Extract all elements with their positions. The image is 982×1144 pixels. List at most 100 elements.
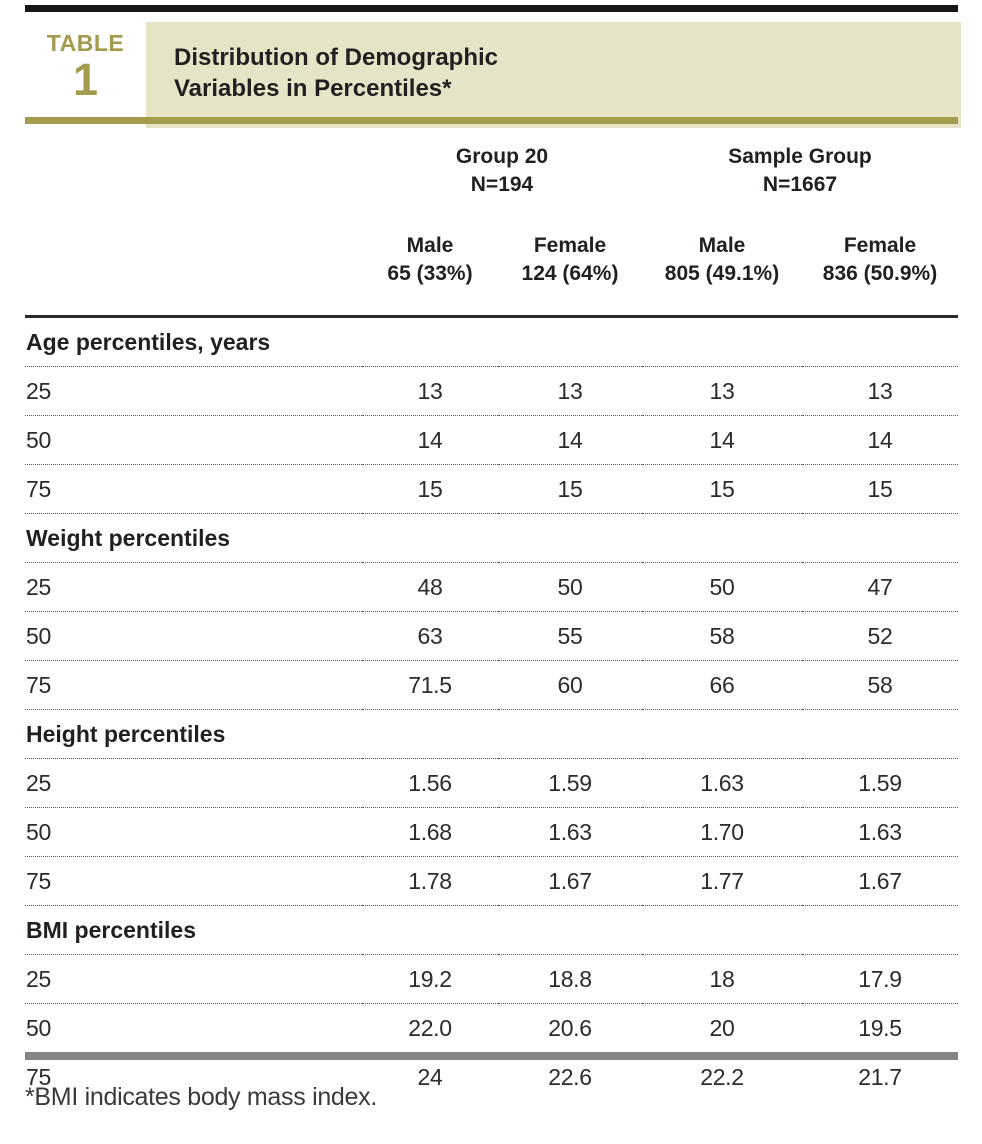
col-count: 805 (49.1%) xyxy=(664,262,780,285)
col-sex: Male xyxy=(698,234,746,257)
cell-value: 47 xyxy=(802,562,958,612)
table-title-line-2: Variables in Percentiles* xyxy=(174,75,452,102)
table-row: 25 1.56 1.59 1.63 1.59 xyxy=(25,758,958,808)
table-row: 75 1.78 1.67 1.77 1.67 xyxy=(25,856,958,906)
col-header-male-sample: Male 805 (49.1%) xyxy=(642,222,802,318)
top-rule xyxy=(25,5,958,12)
cell-value: 20.6 xyxy=(498,1003,642,1053)
cell-value: 13 xyxy=(362,366,498,416)
row-label: 50 xyxy=(25,807,362,857)
table-badge-number: 1 xyxy=(72,54,99,105)
cell-value: 15 xyxy=(362,464,498,514)
table-head: Group 20 N=194 Sample Group N=1667 Male … xyxy=(25,135,958,318)
row-label: 75 xyxy=(26,1063,51,1090)
table-row: 50 22.0 20.6 20 19.5 xyxy=(25,1003,958,1053)
col-count: 124 (64%) xyxy=(521,262,619,285)
cell-value: 14 xyxy=(642,415,802,465)
table-row: 50 63 55 58 52 xyxy=(25,611,958,661)
section-header: Height percentiles xyxy=(25,709,958,759)
cell-value: 1.78 xyxy=(362,856,498,906)
cell-value: 19.5 xyxy=(802,1003,958,1053)
cell-value: 21.7 xyxy=(858,1063,902,1090)
table-title-line-1: Distribution of Demographic xyxy=(174,44,498,71)
table-title-box: Distribution of Demographic Variables in… xyxy=(146,22,961,128)
col-header-female-group20: Female 124 (64%) xyxy=(498,222,642,318)
cell-value: 66 xyxy=(642,660,802,710)
table-body: Age percentiles, years 25 13 13 13 13 50… xyxy=(25,316,958,1102)
cell-value: 15 xyxy=(498,464,642,514)
cell-value: 15 xyxy=(802,464,958,514)
group-n: N=1667 xyxy=(762,173,838,196)
cell-value: 24 xyxy=(417,1063,443,1090)
group-title: Group 20 xyxy=(455,145,549,168)
table-row: 50 1.68 1.63 1.70 1.63 xyxy=(25,807,958,857)
cell-value: 13 xyxy=(802,366,958,416)
col-sex: Female xyxy=(533,234,607,257)
section-header: Age percentiles, years xyxy=(25,316,958,367)
cell-value: 1.56 xyxy=(362,758,498,808)
cell-value: 22.2 xyxy=(700,1063,744,1090)
cell-value: 1.59 xyxy=(802,758,958,808)
group-n: N=194 xyxy=(470,173,534,196)
demographics-table: Group 20 N=194 Sample Group N=1667 Male … xyxy=(25,135,958,1101)
cell-value: 50 xyxy=(642,562,802,612)
row-label: 75 xyxy=(25,660,362,710)
table-footnote: *BMI indicates body mass index. xyxy=(25,1083,377,1111)
cell-value: 22.6 xyxy=(548,1063,592,1090)
cell-value: 50 xyxy=(498,562,642,612)
group-header-group20: Group 20 N=194 xyxy=(362,135,642,222)
section-header-row-height: Height percentiles xyxy=(25,709,958,759)
cell-value: 1.63 xyxy=(802,807,958,857)
table-row: 25 48 50 50 47 xyxy=(25,562,958,612)
group-header-sample-group: Sample Group N=1667 xyxy=(642,135,958,222)
table-row: 50 14 14 14 14 xyxy=(25,415,958,465)
section-header-row-age: Age percentiles, years xyxy=(25,316,958,367)
cell-value: 48 xyxy=(362,562,498,612)
cell-value: 1.63 xyxy=(642,758,802,808)
table-row: 75 15 15 15 15 xyxy=(25,464,958,514)
section-header: Weight percentiles xyxy=(25,513,958,563)
cell-value: 17.9 xyxy=(802,954,958,1004)
section-header: BMI percentiles xyxy=(25,905,958,955)
table-row: 75 24 22.6 22.2 21.7 xyxy=(25,1053,958,1102)
row-label: 75 xyxy=(25,856,362,906)
row-label: 25 xyxy=(25,954,362,1004)
cell-value: 19.2 xyxy=(362,954,498,1004)
column-header-row: Male 65 (33%) Female 124 (64%) Male 805 … xyxy=(25,222,958,318)
cell-value: 1.67 xyxy=(802,856,958,906)
cell-value: 60 xyxy=(498,660,642,710)
cell-value: 1.59 xyxy=(498,758,642,808)
cell-value: 63 xyxy=(362,611,498,661)
table-row: 75 71.5 60 66 58 xyxy=(25,660,958,710)
table-badge-label: TABLE xyxy=(46,30,125,56)
row-label: 75 xyxy=(25,464,362,514)
cell-value: 1.68 xyxy=(362,807,498,857)
cell-value: 13 xyxy=(642,366,802,416)
group-header-row: Group 20 N=194 Sample Group N=1667 xyxy=(25,135,958,222)
cell-value: 1.77 xyxy=(642,856,802,906)
cell-value: 58 xyxy=(802,660,958,710)
row-label: 50 xyxy=(25,415,362,465)
cell-value: 1.67 xyxy=(498,856,642,906)
cell-value: 14 xyxy=(362,415,498,465)
row-label: 25 xyxy=(25,562,362,612)
empty-corner-cell xyxy=(25,222,362,318)
cell-value: 55 xyxy=(498,611,642,661)
table-row: 25 19.2 18.8 18 17.9 xyxy=(25,954,958,1004)
cell-value: 71.5 xyxy=(362,660,498,710)
table-badge: TABLE 1 xyxy=(25,30,146,104)
empty-corner-cell xyxy=(25,135,362,222)
cell-value: 13 xyxy=(498,366,642,416)
col-count: 65 (33%) xyxy=(387,262,473,285)
cell-value: 20 xyxy=(642,1003,802,1053)
row-label: 50 xyxy=(25,1003,362,1053)
cell-value: 14 xyxy=(498,415,642,465)
cell-value: 15 xyxy=(642,464,802,514)
col-sex: Female xyxy=(843,234,917,257)
table-row: 25 13 13 13 13 xyxy=(25,366,958,416)
row-label: 50 xyxy=(25,611,362,661)
section-header-row-bmi: BMI percentiles xyxy=(25,905,958,955)
cell-value: 18 xyxy=(642,954,802,1004)
bottom-rule xyxy=(25,1052,958,1060)
